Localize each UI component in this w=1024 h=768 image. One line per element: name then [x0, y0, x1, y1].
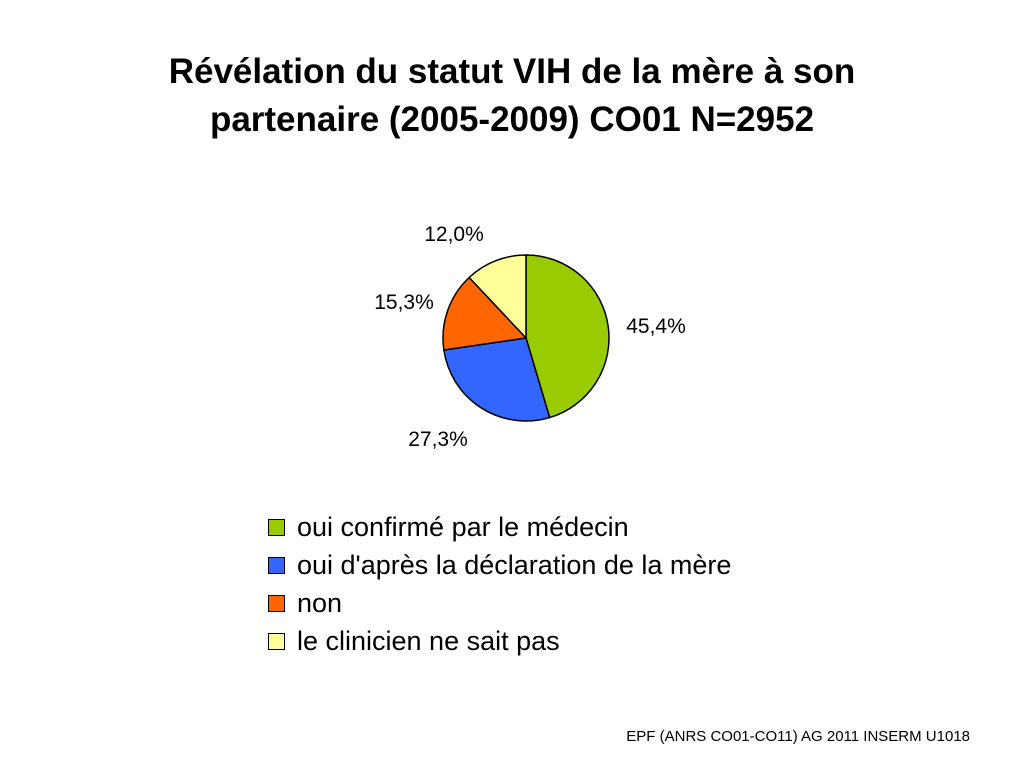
pie-slice-non [442, 276, 527, 351]
legend-label: oui confirmé par le médecin [297, 512, 629, 542]
chart-title-line-2: partenaire (2005-2009) CO01 N=2952 [209, 100, 815, 139]
legend-label: le clinicien ne sait pas [297, 626, 560, 656]
chart-title-line-1: Révélation du statut VIH de la mère à so… [168, 52, 856, 91]
legend-swatch [268, 632, 285, 650]
legend-label: non [297, 588, 343, 618]
chart-legend: oui confirmé par le médecin oui d'après … [268, 508, 731, 660]
pie-data-label: 45,4% [626, 315, 686, 338]
legend-swatch [268, 518, 285, 536]
legend-swatch [268, 594, 285, 612]
pie-slice-oui-declaration [443, 337, 551, 422]
legend-item-ne-sait-pas: le clinicien ne sait pas [268, 622, 731, 660]
pie-slice-oui-confirme [525, 254, 610, 419]
legend-item-oui-confirme: oui confirmé par le médecin [268, 508, 731, 546]
legend-swatch [268, 556, 285, 574]
footer-source: EPF (ANRS CO01-CO11) AG 2011 INSERM U101… [626, 728, 970, 745]
pie-data-label: 27,3% [408, 428, 468, 451]
pie-data-label: 12,0% [424, 223, 484, 246]
legend-item-oui-declaration: oui d'après la déclaration de la mère [268, 546, 731, 584]
chart-title: Révélation du statut VIH de la mère à so… [0, 48, 1024, 144]
legend-item-non: non [268, 584, 731, 622]
legend-label: oui d'après la déclaration de la mère [297, 550, 732, 580]
pie-slice-ne-sait-pas [468, 254, 527, 339]
pie-data-label: 15,3% [374, 291, 434, 314]
